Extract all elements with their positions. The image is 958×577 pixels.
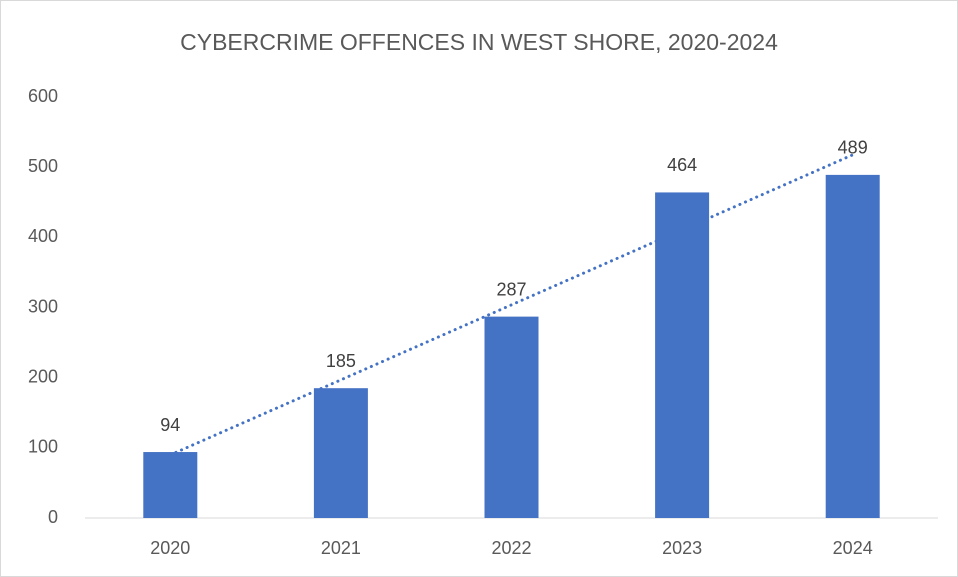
y-tick-label: 100 <box>28 437 58 457</box>
bar <box>655 192 710 518</box>
y-tick-label: 500 <box>28 156 58 176</box>
y-tick-label: 400 <box>28 226 58 246</box>
x-tick-label: 2020 <box>150 538 190 558</box>
data-label: 489 <box>838 138 868 158</box>
data-label: 185 <box>326 351 356 371</box>
bar <box>484 316 539 518</box>
data-label: 94 <box>160 415 180 435</box>
trendline <box>168 153 855 457</box>
y-tick-label: 600 <box>28 86 58 106</box>
data-label: 287 <box>496 279 526 299</box>
bar <box>143 452 198 518</box>
bar <box>313 388 368 518</box>
bar <box>825 174 880 518</box>
data-label: 464 <box>667 155 697 175</box>
x-tick-label: 2023 <box>662 538 702 558</box>
y-tick-label: 300 <box>28 296 58 316</box>
x-tick-label: 2021 <box>321 538 361 558</box>
y-tick-label: 0 <box>48 507 58 527</box>
x-tick-label: 2022 <box>491 538 531 558</box>
x-tick-label: 2024 <box>833 538 873 558</box>
y-tick-label: 200 <box>28 366 58 386</box>
chart-title: CYBERCRIME OFFENCES IN WEST SHORE, 2020-… <box>180 29 778 55</box>
